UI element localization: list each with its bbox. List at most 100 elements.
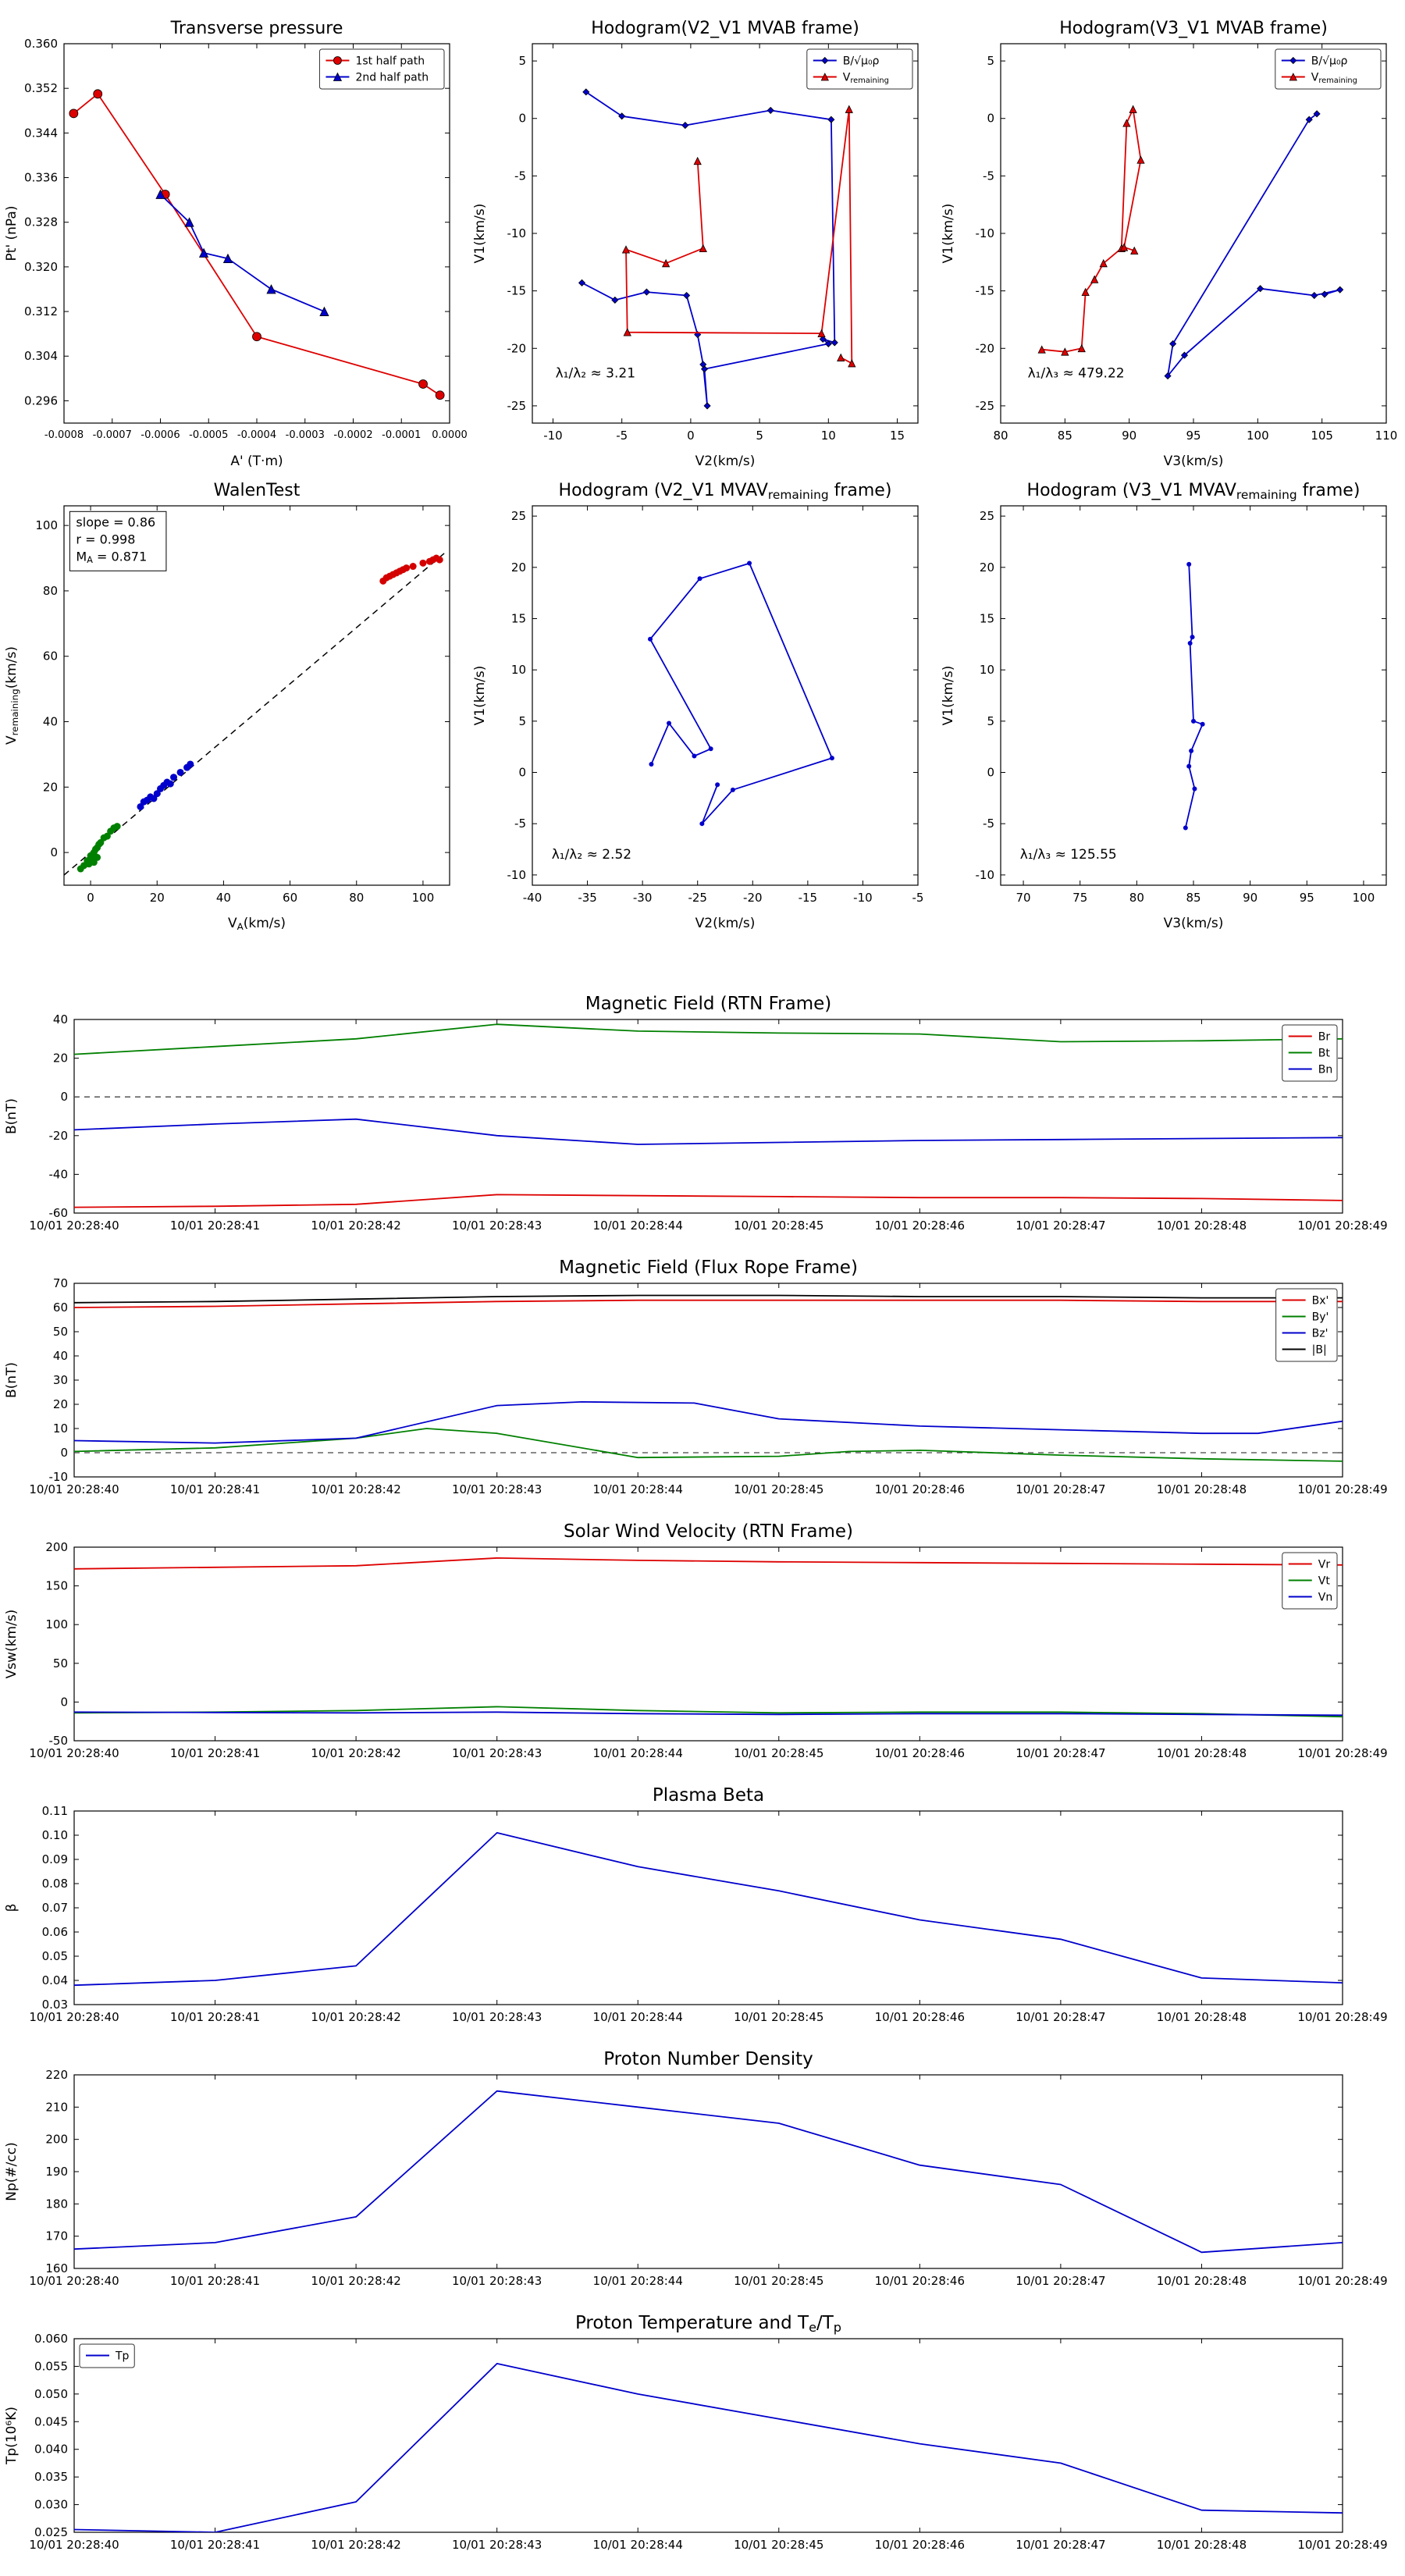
y-tick-label: 0.09 [42, 1852, 68, 1866]
annotation-text: λ₁/λ₃ ≈ 479.22 [1028, 366, 1125, 382]
x-tick-label: -0.0005 [189, 429, 228, 441]
x-tick-label: 10/01 20:28:46 [875, 2010, 965, 2024]
x-tick-label: 10/01 20:28:45 [734, 2274, 823, 2288]
x-tick-label: 10/01 20:28:48 [1157, 2010, 1247, 2024]
y-tick-label: -5 [983, 169, 994, 183]
series-line [159, 194, 325, 312]
series-group [74, 1294, 1343, 1462]
y-tick-label: 60 [43, 649, 58, 664]
x-tick-label: 10/01 20:28:42 [311, 1746, 400, 1760]
y-tick-label: 210 [45, 2100, 68, 2114]
chart-title: Magnetic Field (RTN Frame) [585, 994, 832, 1014]
y-tick-label: 0.05 [42, 1949, 68, 1963]
x-tick-label: 80 [1129, 891, 1144, 905]
series-group [1037, 105, 1344, 380]
chart-walen-test: 0 20 40 60 80 100 0 20 40 60 80 100 WalenTest VA(km/s… [0, 471, 468, 934]
series-line [64, 551, 447, 876]
x-tick-label: 100 [1247, 429, 1269, 443]
y-axis-label: B(nT) [4, 1098, 20, 1134]
annotation-text: MA = 0.871 [76, 549, 147, 565]
y-tick-label: 50 [53, 1656, 68, 1670]
y-axis-label: V1(km/s) [472, 204, 488, 264]
x-tick-label: 10/01 20:28:41 [170, 1482, 260, 1496]
x-tick-label: -40 [523, 891, 542, 905]
y-tick-label: 0 [987, 112, 994, 126]
y-tick-label: 0 [987, 766, 994, 780]
chart-title: WalenTest [214, 481, 301, 500]
legend-label: Vremaining [843, 71, 889, 85]
x-tick-label: 10/01 20:28:49 [1297, 2274, 1387, 2288]
y-tick-label: -20 [49, 1129, 69, 1143]
y-tick-label: 30 [53, 1373, 68, 1387]
x-tick-label: 10/01 20:28:43 [452, 2274, 542, 2288]
series-line [74, 1706, 1343, 1718]
plot-frame [63, 505, 450, 886]
y-tick-label: 0.11 [42, 1804, 68, 1818]
chart-title: Proton Temperature and Te/Tp [575, 2313, 841, 2335]
x-tick-label: 75 [1072, 891, 1087, 905]
y-tick-label: -10 [976, 868, 995, 882]
y-tick-label: 0.025 [34, 2525, 68, 2539]
x-tick-label: -35 [578, 891, 597, 905]
chart-magnetic-field-flux-rope: 10/01 20:28:40 10/01 20:28:41 10/01 20:28:… [0, 1252, 1405, 1503]
x-tick-label: 10/01 20:28:46 [875, 1482, 965, 1496]
x-tick-label: -0.0006 [140, 429, 180, 441]
chart-solar-wind-velocity: 10/01 20:28:40 10/01 20:28:41 10/01 20:28:… [0, 1516, 1405, 1767]
y-tick-label: 0.344 [24, 126, 58, 140]
y-axis-label: Tp(10⁶K) [4, 2407, 20, 2465]
x-tick-label: 10/01 20:28:45 [734, 1482, 823, 1496]
plot-frame [73, 1019, 1343, 1214]
chart-svg: 10/01 20:28:40 10/01 20:28:41 10/01 20:28:… [4, 1785, 1388, 2024]
x-tick-label: 100 [1353, 891, 1375, 905]
legend-label: By' [1312, 1311, 1329, 1323]
x-tick-label: 10/01 20:28:41 [170, 1219, 260, 1233]
x-tick-label: 10/01 20:28:42 [311, 1219, 400, 1233]
x-tick-label: 10/01 20:28:42 [311, 1482, 400, 1496]
y-tick-label: 80 [43, 584, 58, 598]
x-tick-label: 10/01 20:28:42 [311, 2010, 400, 2024]
x-tick-label: 10/01 20:28:41 [170, 2010, 260, 2024]
x-tick-label: 10/01 20:28:46 [875, 1746, 965, 1760]
chart-svg: 70 75 80 85 90 95 100 -10 -5 0 5 10 15 20 25 Hodogram (… [941, 481, 1387, 931]
x-tick-label: 105 [1311, 429, 1333, 443]
x-tick-label: 10/01 20:28:47 [1016, 2274, 1105, 2288]
x-tick-label: 10/01 20:28:40 [29, 2538, 119, 2552]
y-tick-label: 40 [43, 715, 58, 729]
x-tick-label: 10/01 20:28:49 [1297, 2010, 1387, 2024]
chart-svg: 10/01 20:28:40 10/01 20:28:41 10/01 20:28:… [4, 994, 1388, 1233]
x-tick-label: 0 [87, 891, 94, 905]
x-tick-label: 10/01 20:28:49 [1297, 2538, 1387, 2552]
y-axis-label: Np(#/cc) [4, 2142, 20, 2201]
x-tick-label: -10 [853, 891, 873, 905]
x-tick-label: 10/01 20:28:47 [1016, 1482, 1105, 1496]
x-tick-label: 10/01 20:28:40 [29, 2010, 119, 2024]
series-line [625, 109, 853, 365]
x-tick-label: 10/01 20:28:47 [1016, 1219, 1105, 1233]
y-tick-label: 0.296 [24, 393, 58, 407]
x-tick-label: -0.0002 [333, 429, 372, 441]
y-tick-label: 0.040 [34, 2443, 68, 2457]
y-tick-label: 0.045 [34, 2414, 68, 2428]
x-tick-label: 10/01 20:28:45 [734, 1746, 823, 1760]
y-tick-label: 0.336 [24, 171, 58, 185]
y-axis-label: V1(km/s) [472, 666, 488, 726]
y-tick-label: 0.03 [42, 1998, 68, 2012]
x-tick-label: -10 [543, 429, 563, 443]
y-axis-label: Vremaining(km/s) [4, 646, 20, 745]
series-line [73, 93, 441, 397]
plot-frame [73, 2074, 1343, 2269]
legend-label: |B| [1312, 1343, 1327, 1356]
y-tick-label: 100 [45, 1617, 68, 1631]
series-line [74, 2090, 1343, 2254]
x-tick-label: 90 [1122, 429, 1136, 443]
x-tick-label: 100 [412, 891, 435, 905]
x-tick-label: 10/01 20:28:47 [1016, 1746, 1105, 1760]
x-tick-label: 10/01 20:28:42 [311, 2274, 400, 2288]
series-line [74, 1299, 1343, 1308]
y-tick-label: 0 [60, 1090, 68, 1104]
y-tick-label: 0.06 [42, 1925, 68, 1939]
x-tick-label: 10/01 20:28:48 [1157, 1482, 1247, 1496]
y-tick-label: 50 [53, 1325, 68, 1339]
x-tick-label: 10/01 20:28:42 [311, 2538, 400, 2552]
